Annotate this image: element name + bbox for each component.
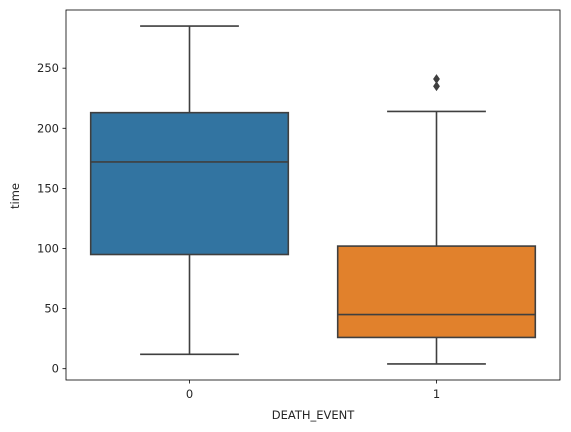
box-group-1 xyxy=(336,74,537,365)
y-axis-label: time xyxy=(8,183,22,209)
x-axis-label: DEATH_EVENT xyxy=(272,408,356,422)
y-tick-label: 200 xyxy=(37,121,59,135)
plot-area xyxy=(65,9,561,381)
y-tick-label: 150 xyxy=(37,181,59,195)
outlier-point xyxy=(433,81,440,92)
y-axis-ticks: 0 50 100 150 200 250 xyxy=(37,61,66,376)
x-tick-label: 1 xyxy=(433,387,440,401)
box-iqr xyxy=(336,245,537,339)
y-tick-label: 250 xyxy=(37,61,59,75)
boxes-layer xyxy=(89,25,537,365)
y-tick-label: 100 xyxy=(37,241,59,255)
box-group-0 xyxy=(89,25,290,356)
outlier-point xyxy=(433,74,440,84)
box-iqr xyxy=(89,111,290,256)
plot-frame xyxy=(65,9,561,381)
x-tick-label: 0 xyxy=(186,387,193,401)
y-tick-label: 50 xyxy=(44,302,59,316)
y-tick-label: 0 xyxy=(52,362,59,376)
